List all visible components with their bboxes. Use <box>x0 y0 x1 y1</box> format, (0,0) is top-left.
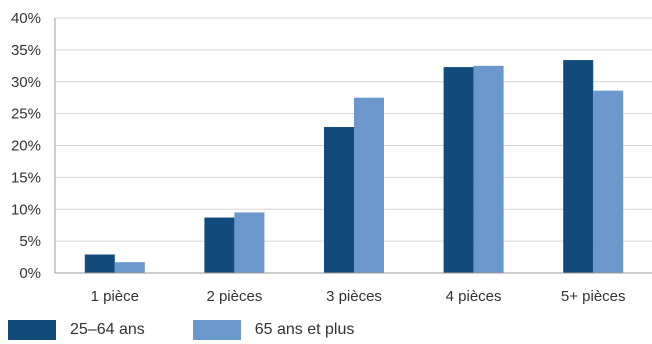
y-tick-label: 15% <box>11 169 41 186</box>
y-tick-label: 20% <box>11 138 41 155</box>
bar-65-plus <box>114 262 145 273</box>
bar-65-plus <box>593 90 624 273</box>
bar-65-plus <box>234 212 265 273</box>
y-tick-label: 30% <box>11 74 41 91</box>
y-tick-label: 35% <box>11 42 41 59</box>
legend-swatch-25-64 <box>8 320 56 340</box>
bar-25-64 <box>324 127 354 273</box>
legend: 25–64 ans 65 ans et plus <box>8 316 402 344</box>
x-tick-label: 3 pièces <box>326 288 382 305</box>
bar-65-plus <box>354 97 384 273</box>
x-tick-label: 4 pièces <box>446 288 502 305</box>
y-tick-label: 10% <box>11 201 41 218</box>
legend-label-65-plus: 65 ans et plus <box>254 321 355 338</box>
bar-65-plus <box>473 65 504 273</box>
y-tick-label: 0% <box>19 265 41 282</box>
legend-item-65-plus: 65 ans et plus <box>192 320 355 340</box>
bar-25-64 <box>563 60 594 274</box>
legend-label-25-64: 25–64 ans <box>70 321 145 338</box>
bar-25-64 <box>84 254 115 273</box>
bar-chart: 0% 5% 10% 15% 20% 25% 30% 35% 40% 1 pièce 2 pièces… <box>11 10 652 305</box>
bar-25-64 <box>204 217 235 273</box>
legend-item-25-64: 25–64 ans <box>8 320 145 340</box>
y-tick-label: 5% <box>19 233 41 250</box>
bar-25-64 <box>443 67 474 274</box>
x-tick-label: 2 pièces <box>206 288 262 305</box>
legend-swatch-65-plus <box>192 320 241 340</box>
x-tick-label: 5+ pièces <box>561 288 626 305</box>
y-tick-label: 25% <box>11 106 41 123</box>
y-tick-label: 40% <box>11 10 41 27</box>
x-tick-label: 1 pièce <box>91 288 139 305</box>
